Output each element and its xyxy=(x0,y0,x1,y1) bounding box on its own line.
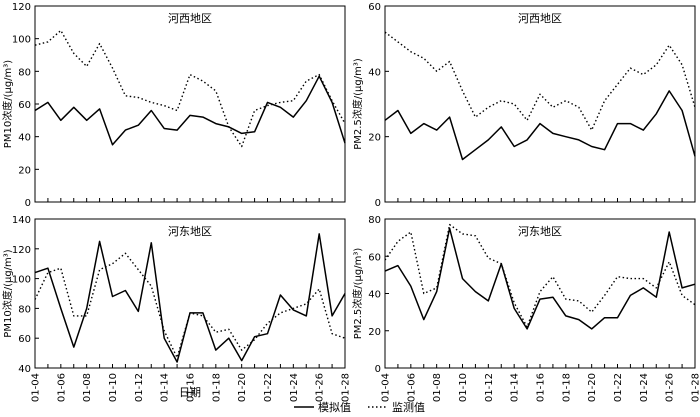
y-axis-label: PM10浓度/(μg/m³) xyxy=(1,249,14,337)
y-tick-label: 40 xyxy=(368,67,381,78)
x-tick-label: 01-06 xyxy=(56,373,67,402)
legend-obs-label: 监测值 xyxy=(392,401,425,414)
x-tick-label: 01-18 xyxy=(561,373,572,402)
x-tick-label: 01-08 xyxy=(82,373,93,402)
x-tick-label: 01-08 xyxy=(432,373,443,402)
x-tick-label: 01-18 xyxy=(211,373,222,402)
y-tick-label: 60 xyxy=(368,252,381,263)
chart-panels: 0 20 40 60 80 100 120 河西地区 PM10浓度/(μg/m³) 0 20 40 60… xyxy=(1,2,700,402)
y-tick-label: 140 xyxy=(12,215,31,226)
panel-title: 河东地区 xyxy=(518,225,562,238)
panel-2: 0 20 40 60 河西地区 PM2.5浓度/(μg/m³) xyxy=(351,2,696,209)
y-tick-label: 80 xyxy=(368,215,381,226)
x-tick-label: 01-10 xyxy=(108,373,119,402)
plot-frame xyxy=(384,5,696,203)
x-tick-label: 01-24 xyxy=(639,373,650,402)
x-tick-label: 01-28 xyxy=(691,373,700,402)
panel-4: 0 20 40 60 80 01-04 01-06 01-08 01-10 01-12 01-14 0… xyxy=(351,215,700,402)
series-simulated-line xyxy=(34,233,346,363)
x-tick-label: 01-26 xyxy=(315,373,326,402)
legend-sim-label: 模拟值 xyxy=(318,400,351,414)
series-observed-line xyxy=(384,223,696,328)
y-axis-label: PM10浓度/(μg/m³) xyxy=(1,60,14,148)
x-tick-label: 01-12 xyxy=(484,373,495,402)
x-tick-label: 01-04 xyxy=(31,373,42,402)
x-tick-label: 01-16 xyxy=(186,373,197,402)
y-tick-label: 40 xyxy=(368,290,381,301)
x-tick-label: 01-16 xyxy=(536,373,547,402)
series-observed-line xyxy=(34,252,346,359)
y-tick-label: 0 xyxy=(375,198,381,209)
x-tick-label: 01-20 xyxy=(587,373,598,402)
series-observed-line xyxy=(384,31,696,131)
x-tick-label: 01-20 xyxy=(237,373,248,402)
plot-frame xyxy=(34,218,346,369)
plot-frame xyxy=(34,5,346,203)
legend: 模拟值 监测值 xyxy=(294,400,425,414)
y-tick-label: 80 xyxy=(18,304,31,315)
panel-1: 0 20 40 60 80 100 120 河西地区 PM10浓度/(μg/m³) xyxy=(1,2,346,209)
y-tick-label: 60 xyxy=(368,2,381,13)
series-simulated-line xyxy=(384,90,696,161)
x-tick-label: 01-28 xyxy=(341,373,352,402)
y-tick-label: 100 xyxy=(12,275,31,286)
panel-3: 40 60 80 100 120 140 01-04 01-06 01-08 01-10 01-12… xyxy=(1,215,352,402)
y-tick-label: 40 xyxy=(18,364,31,375)
panel-title: 河西地区 xyxy=(518,12,562,25)
y-axis-label: PM2.5浓度/(μg/m³) xyxy=(351,248,364,340)
x-tick-label: 01-14 xyxy=(510,373,521,402)
x-tick-label: 01-06 xyxy=(406,373,417,402)
y-tick-label: 40 xyxy=(18,133,31,144)
y-axis-label: PM2.5浓度/(μg/m³) xyxy=(351,58,364,150)
y-tick-label: 20 xyxy=(368,133,381,144)
y-tick-label: 80 xyxy=(18,67,31,78)
y-tick-label: 20 xyxy=(18,165,31,176)
y-tick-label: 60 xyxy=(18,334,31,345)
panel-title: 河东地区 xyxy=(168,225,212,238)
series-simulated-line xyxy=(384,227,696,330)
y-tick-label: 100 xyxy=(12,35,31,46)
x-tick-label: 01-04 xyxy=(381,373,392,402)
x-tick-label: 01-22 xyxy=(613,373,624,402)
x-tick-label: 01-24 xyxy=(289,373,300,402)
y-tick-label: 120 xyxy=(12,245,31,256)
y-tick-label: 60 xyxy=(18,100,31,111)
y-tick-label: 0 xyxy=(375,364,381,375)
x-tick-label: 01-10 xyxy=(458,373,469,402)
y-tick-label: 120 xyxy=(12,2,31,13)
x-axis-label: 日期 xyxy=(179,386,201,399)
x-tick-label: 01-12 xyxy=(134,373,145,402)
x-tick-label: 01-22 xyxy=(263,373,274,402)
y-tick-label: 0 xyxy=(25,198,31,209)
series-observed-line xyxy=(34,29,346,148)
series-simulated-line xyxy=(34,75,346,146)
x-tick-label: 01-14 xyxy=(160,373,171,402)
y-tick-label: 20 xyxy=(368,327,381,338)
x-tick-label: 01-26 xyxy=(665,373,676,402)
panel-title: 河西地区 xyxy=(168,12,212,25)
